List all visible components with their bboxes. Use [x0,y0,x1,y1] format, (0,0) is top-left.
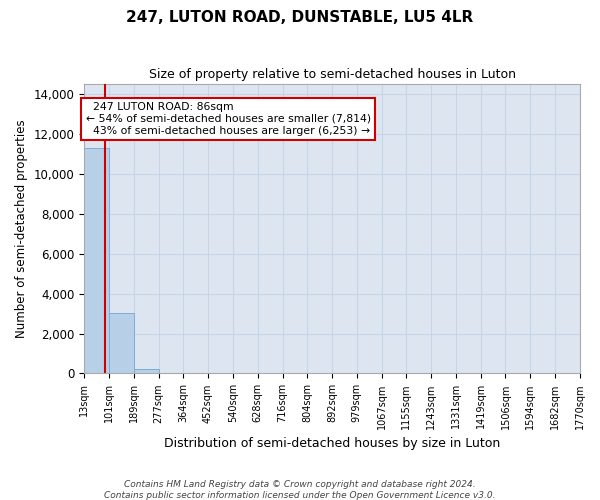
Y-axis label: Number of semi-detached properties: Number of semi-detached properties [15,120,28,338]
Title: Size of property relative to semi-detached houses in Luton: Size of property relative to semi-detach… [149,68,515,80]
X-axis label: Distribution of semi-detached houses by size in Luton: Distribution of semi-detached houses by … [164,437,500,450]
Text: 247 LUTON ROAD: 86sqm
← 54% of semi-detached houses are smaller (7,814)
  43% of: 247 LUTON ROAD: 86sqm ← 54% of semi-deta… [86,102,371,136]
Text: 247, LUTON ROAD, DUNSTABLE, LU5 4LR: 247, LUTON ROAD, DUNSTABLE, LU5 4LR [127,10,473,25]
Bar [84,148,109,374]
Text: Contains HM Land Registry data © Crown copyright and database right 2024.
Contai: Contains HM Land Registry data © Crown c… [104,480,496,500]
Bar [109,312,134,374]
Bar [134,370,158,374]
